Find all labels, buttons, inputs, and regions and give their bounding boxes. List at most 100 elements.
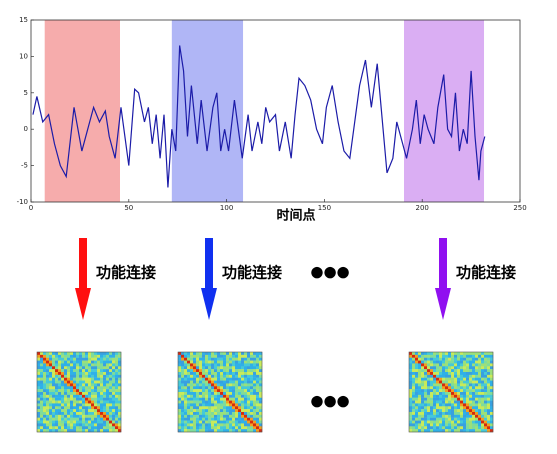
matrix-cell: [49, 406, 53, 410]
matrix-cell: [46, 417, 50, 421]
matrix-cell: [454, 369, 458, 373]
matrix-cell: [214, 374, 218, 378]
matrix-cell: [454, 380, 458, 384]
matrix-cell: [184, 417, 188, 421]
matrix-cell: [433, 363, 437, 367]
matrix-cell: [223, 403, 227, 407]
matrix-cell: [454, 403, 458, 407]
matrix-cell: [103, 366, 107, 370]
matrix-cell: [94, 429, 98, 433]
matrix-cell: [79, 372, 83, 376]
matrix-cell: [112, 360, 116, 364]
matrix-cell: [82, 357, 86, 361]
matrix-cell: [229, 363, 233, 367]
matrix-cell: [94, 406, 98, 410]
matrix-cell: [55, 426, 59, 430]
matrix-cell: [430, 380, 434, 384]
matrix-cell: [430, 377, 434, 381]
matrix-cell: [442, 426, 446, 430]
matrix-cell: [472, 372, 476, 376]
matrix-cell: [214, 429, 218, 433]
matrix-cell: [478, 417, 482, 421]
matrix-cell: [208, 372, 212, 376]
matrix-cell: [229, 417, 233, 421]
matrix-cell: [181, 377, 185, 381]
matrix-cell: [193, 372, 197, 376]
matrix-cell: [412, 352, 416, 356]
matrix-cell: [76, 429, 80, 433]
matrix-cell: [115, 414, 119, 418]
matrix-cell: [40, 357, 44, 361]
matrix-cell: [466, 366, 470, 370]
matrix-cell: [430, 392, 434, 396]
matrix-cell: [466, 426, 470, 430]
matrix-cell: [37, 372, 41, 376]
matrix-cell: [466, 409, 470, 413]
matrix-cell: [244, 426, 248, 430]
matrix-cell: [190, 412, 194, 416]
matrix-cell: [181, 369, 185, 373]
matrix-cell: [460, 429, 464, 433]
matrix-cell: [424, 383, 428, 387]
matrix-cell: [433, 357, 437, 361]
matrix-cell: [106, 423, 110, 427]
matrix-cell: [49, 423, 53, 427]
matrix-cell: [418, 360, 422, 364]
matrix-cell: [43, 366, 47, 370]
matrix-cell: [433, 354, 437, 358]
matrix-cell: [409, 380, 413, 384]
matrix-cell: [208, 366, 212, 370]
matrix-cell: [118, 403, 122, 407]
matrix-cell: [460, 377, 464, 381]
matrix-cell: [427, 363, 431, 367]
matrix-cell: [208, 383, 212, 387]
matrix-cell: [259, 352, 263, 356]
matrix-cell: [55, 420, 59, 424]
matrix-cell: [211, 389, 215, 393]
matrix-cell: [67, 357, 71, 361]
matrix-cell: [103, 357, 107, 361]
matrix-cell: [469, 377, 473, 381]
matrix-cell: [79, 374, 83, 378]
matrix-cell: [460, 380, 464, 384]
matrix-cell: [442, 377, 446, 381]
matrix-cell: [247, 392, 251, 396]
matrix-cell: [484, 414, 488, 418]
matrix-cell: [67, 414, 71, 418]
matrix-cell: [223, 357, 227, 361]
matrix-cell: [82, 363, 86, 367]
matrix-cell: [235, 394, 239, 398]
matrix-cell: [250, 372, 254, 376]
matrix-cell: [454, 423, 458, 427]
matrix-cell: [475, 403, 479, 407]
matrix-cell: [184, 352, 188, 356]
matrix-cell: [442, 417, 446, 421]
matrix-cell: [250, 374, 254, 378]
matrix-cell: [415, 377, 419, 381]
matrix-cell: [214, 352, 218, 356]
matrix-cell: [256, 389, 260, 393]
matrix-cell: [448, 377, 452, 381]
matrix-cell: [181, 383, 185, 387]
matrix-cell: [451, 354, 455, 358]
matrix-cell: [409, 417, 413, 421]
matrix-cell: [190, 400, 194, 404]
matrix-cell: [64, 374, 68, 378]
matrix-cell: [70, 414, 74, 418]
matrix-cell: [484, 417, 488, 421]
matrix-cell: [196, 409, 200, 413]
matrix-cell: [106, 414, 110, 418]
matrix-cell: [214, 420, 218, 424]
matrix-cell: [118, 363, 122, 367]
matrix-cell: [463, 357, 467, 361]
matrix-cell: [421, 352, 425, 356]
matrix-cell: [115, 389, 119, 393]
matrix-cell: [208, 354, 212, 358]
matrix-cell: [478, 409, 482, 413]
matrix-cell: [253, 366, 257, 370]
matrix-cell: [415, 426, 419, 430]
matrix-cell: [61, 380, 65, 384]
matrix-frame: [408, 351, 494, 433]
matrix-cell: [199, 412, 203, 416]
matrix-cell: [52, 366, 56, 370]
